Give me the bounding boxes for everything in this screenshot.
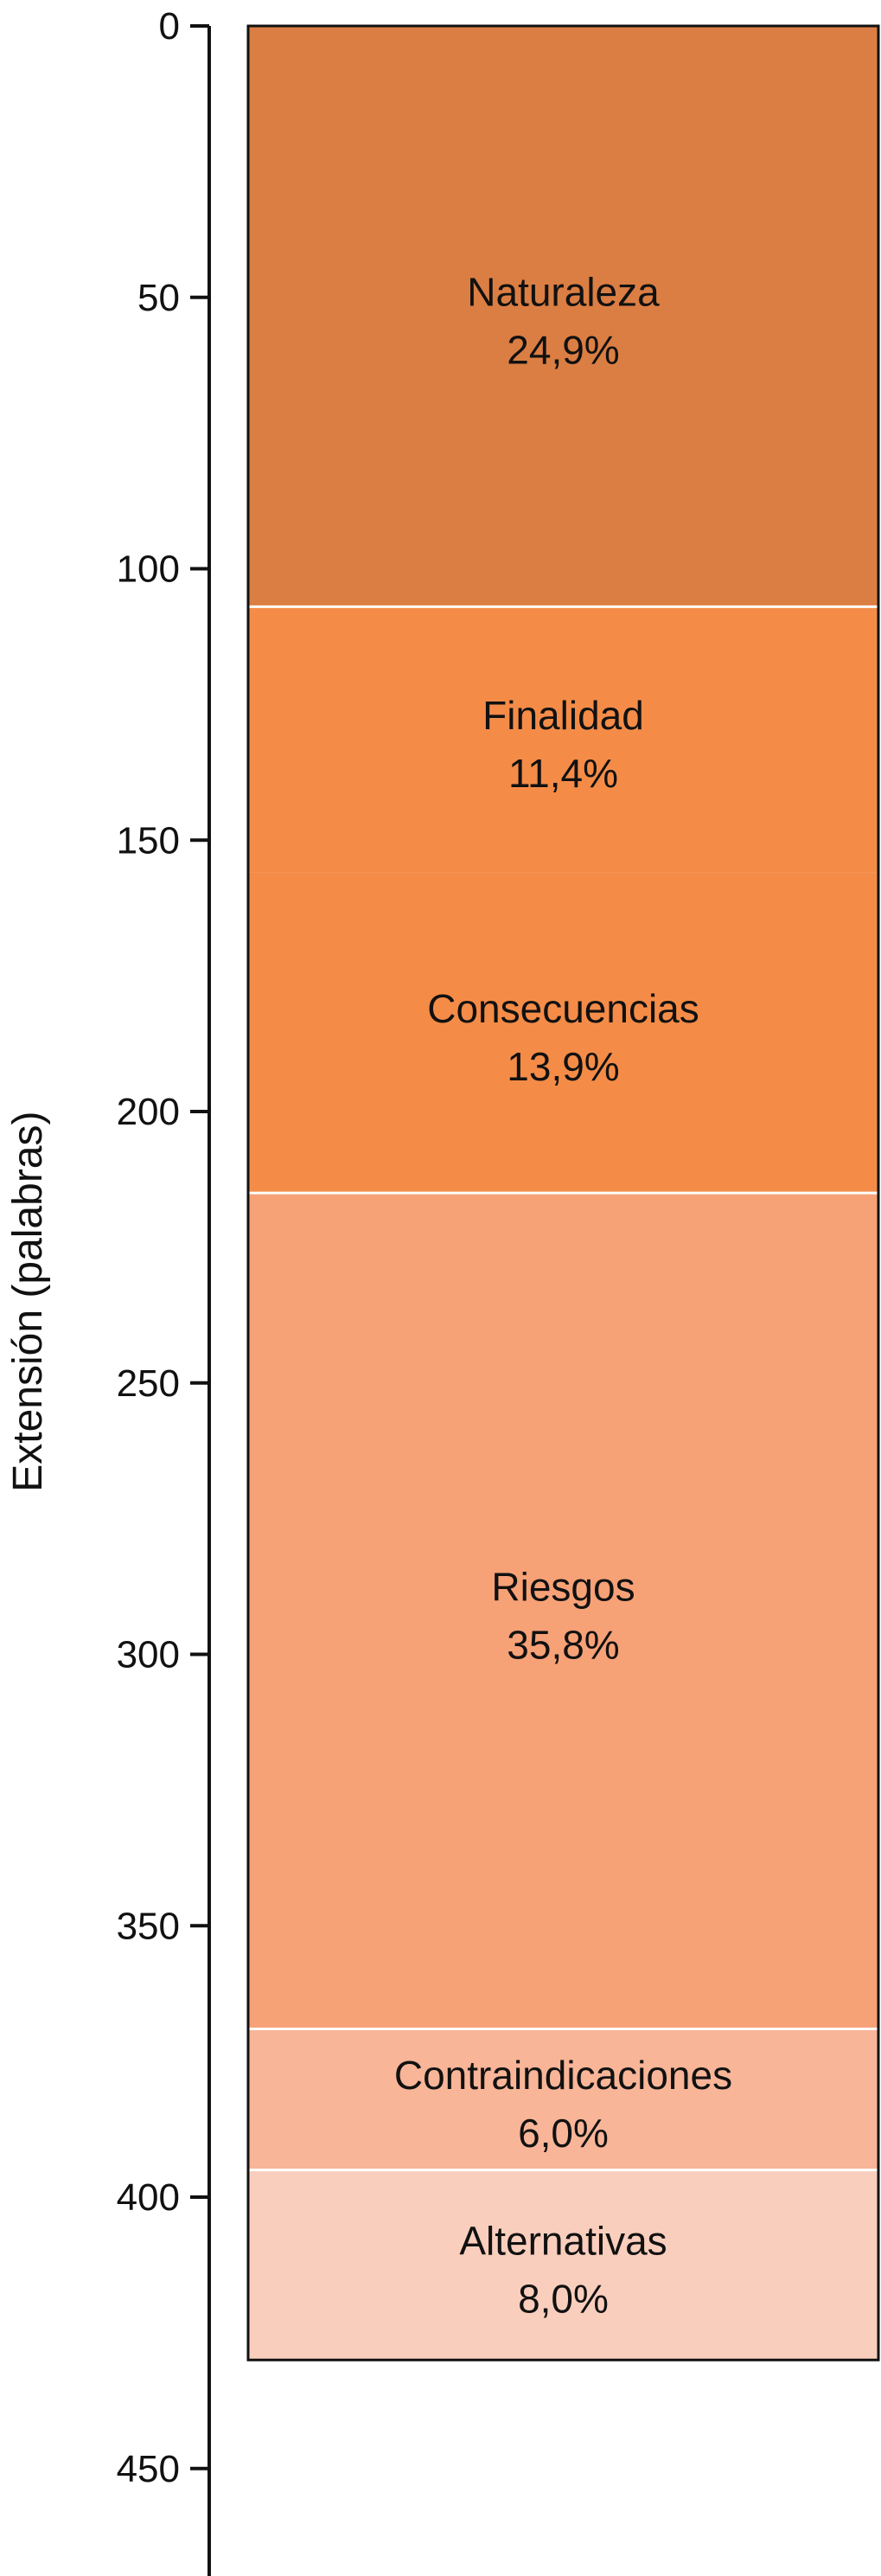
y-tick-label: 450 xyxy=(117,2448,180,2490)
segment-label: Contraindicaciones xyxy=(394,2053,732,2098)
bar-outline xyxy=(246,24,880,2361)
bar-segment-finalidad xyxy=(248,606,878,873)
segment-percent: 11,4% xyxy=(508,751,618,796)
segment-label: Finalidad xyxy=(482,693,644,738)
segment-percent: 6,0% xyxy=(518,2111,609,2156)
y-tick-label: 300 xyxy=(117,1634,180,1676)
segment-percent: 35,8% xyxy=(507,1622,619,1667)
bar-segment-riesgos xyxy=(248,1193,878,2029)
segment-label: Consecuencias xyxy=(427,986,699,1031)
y-axis: 0 50 100 150 200 250 300 350 400 450 xyxy=(117,5,211,2576)
segment-percent: 13,9% xyxy=(507,1044,619,1089)
bar-segment-alternativas xyxy=(248,2169,878,2361)
y-tick-label: 100 xyxy=(117,548,180,591)
y-tick-label: 250 xyxy=(117,1362,180,1405)
y-tick-label: 200 xyxy=(117,1091,180,1133)
segment-label: Alternativas xyxy=(459,2218,667,2263)
segment-label: Naturaleza xyxy=(467,270,660,315)
y-tick-label: 50 xyxy=(137,277,180,319)
segment-label: Riesgos xyxy=(491,1564,635,1609)
y-axis-label: Extensión (palabras) xyxy=(5,1112,51,1492)
segment-percent: 24,9% xyxy=(507,328,619,373)
bar-segment-consecuencias xyxy=(248,872,878,1194)
y-tick-label: 400 xyxy=(117,2176,180,2219)
segment-percent: 8,0% xyxy=(518,2276,609,2321)
stacked-bar: Naturaleza 24,9% Finalidad 11,4% Consecuenci… xyxy=(246,24,880,2361)
bar-segment-contraindicaciones xyxy=(248,2028,878,2170)
y-tick-label: 150 xyxy=(117,819,180,862)
y-tick-label: 350 xyxy=(117,1905,180,1947)
y-tick-label: 0 xyxy=(159,5,180,48)
bar-segment-naturaleza xyxy=(248,26,878,607)
